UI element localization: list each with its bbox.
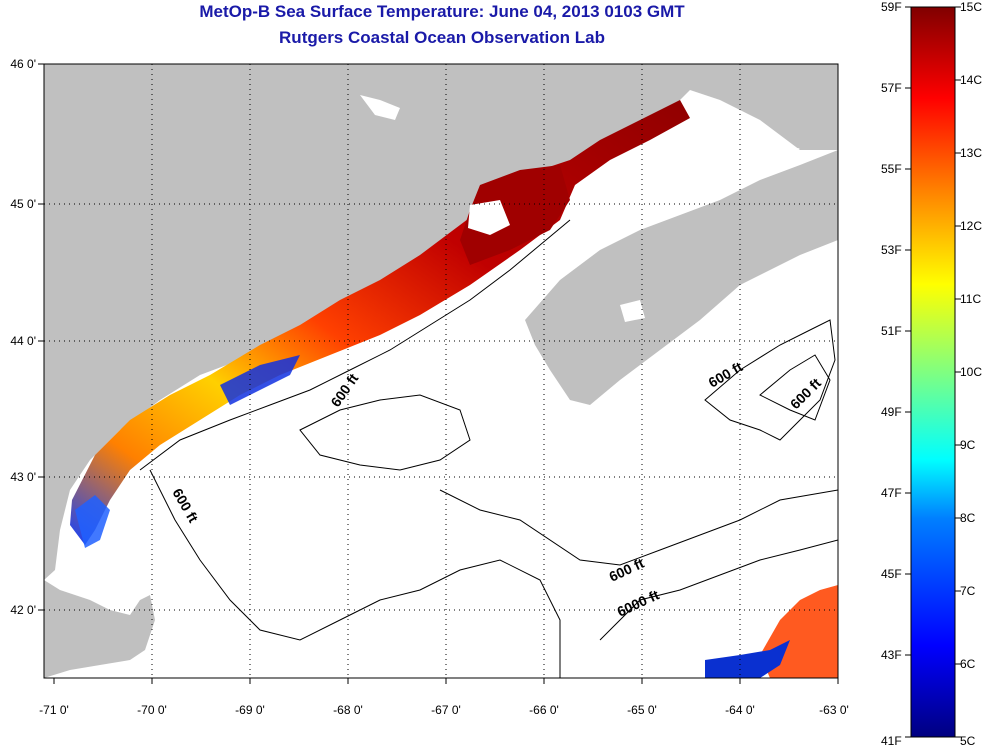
colorbar-f-label: 43F bbox=[881, 648, 902, 662]
colorbar-c-label: 10C bbox=[960, 365, 982, 379]
lat-label: 42 0' bbox=[10, 603, 36, 617]
mainland-land bbox=[44, 64, 838, 580]
colorbar-f-label: 51F bbox=[881, 324, 902, 338]
contour-600ft-basin bbox=[149, 469, 561, 678]
cloud-patch-ns bbox=[620, 300, 645, 322]
sst-se-edge bbox=[705, 640, 790, 678]
lon-label: -63 0' bbox=[819, 703, 849, 717]
contour-inner bbox=[299, 394, 471, 471]
colorbar-c-label: 15C bbox=[960, 0, 982, 14]
sst-cold-fringe-2 bbox=[75, 495, 110, 548]
fundy-cloud bbox=[600, 145, 800, 215]
colorbar-f-label: 41F bbox=[881, 734, 902, 748]
lon-label: -66 0' bbox=[529, 703, 559, 717]
ticks bbox=[38, 63, 839, 684]
lat-label: 46 0' bbox=[10, 57, 36, 71]
contour-600ft-north bbox=[139, 219, 571, 471]
lon-label: -70 0' bbox=[137, 703, 167, 717]
contour-6000ft bbox=[599, 539, 838, 641]
colorbar-c-label: 8C bbox=[960, 511, 976, 525]
cloud-in-blob bbox=[468, 200, 510, 235]
lon-label: -67 0' bbox=[431, 703, 461, 717]
colorbar-f-label: 53F bbox=[881, 243, 902, 257]
colorbar-c-label: 13C bbox=[960, 146, 982, 160]
colorbar-f-label: 59F bbox=[881, 0, 902, 14]
colorbar-c-label: 11C bbox=[960, 292, 981, 306]
cape-cod-land bbox=[44, 580, 155, 678]
lat-label: 45 0' bbox=[10, 197, 36, 211]
lon-label: -69 0' bbox=[235, 703, 265, 717]
contour-600ft-ns2 bbox=[759, 354, 831, 421]
colorbar-ticks bbox=[905, 6, 961, 738]
nova-scotia-land bbox=[525, 150, 838, 405]
lon-label: -64 0' bbox=[725, 703, 755, 717]
colorbar-c-label: 7C bbox=[960, 584, 976, 598]
map-frame bbox=[43, 63, 839, 679]
colorbar-c-label: 6C bbox=[960, 657, 976, 671]
colorbar-c-label: 5C bbox=[960, 734, 976, 748]
lon-label: -68 0' bbox=[333, 703, 363, 717]
lon-label: -71 0' bbox=[39, 703, 69, 717]
contour-600ft-georges bbox=[439, 489, 838, 566]
colorbar-f-label: 55F bbox=[881, 162, 902, 176]
contour-600ft-ns bbox=[704, 319, 836, 441]
sst-warm-blob bbox=[460, 165, 570, 265]
colorbar-c-label: 14C bbox=[960, 73, 982, 87]
lat-label: 44 0' bbox=[10, 334, 36, 348]
colorbar-c-label: 12C bbox=[960, 219, 982, 233]
map-subtitle: Rutgers Coastal Ocean Observation Lab bbox=[279, 28, 605, 47]
lat-label: 43 0' bbox=[10, 470, 36, 484]
sst-cold-fringe bbox=[220, 355, 300, 405]
colorbar-f-label: 57F bbox=[881, 81, 902, 95]
colorbar-f-label: 45F bbox=[881, 567, 902, 581]
colorbar bbox=[910, 6, 956, 738]
cloud-patch bbox=[360, 95, 400, 120]
lon-label: -65 0' bbox=[627, 703, 657, 717]
colorbar-c-label: 9C bbox=[960, 438, 976, 452]
colorbar-f-label: 49F bbox=[881, 405, 902, 419]
colorbar-f-label: 47F bbox=[881, 486, 902, 500]
map-title: MetOp-B Sea Surface Temperature: June 04… bbox=[199, 2, 685, 21]
